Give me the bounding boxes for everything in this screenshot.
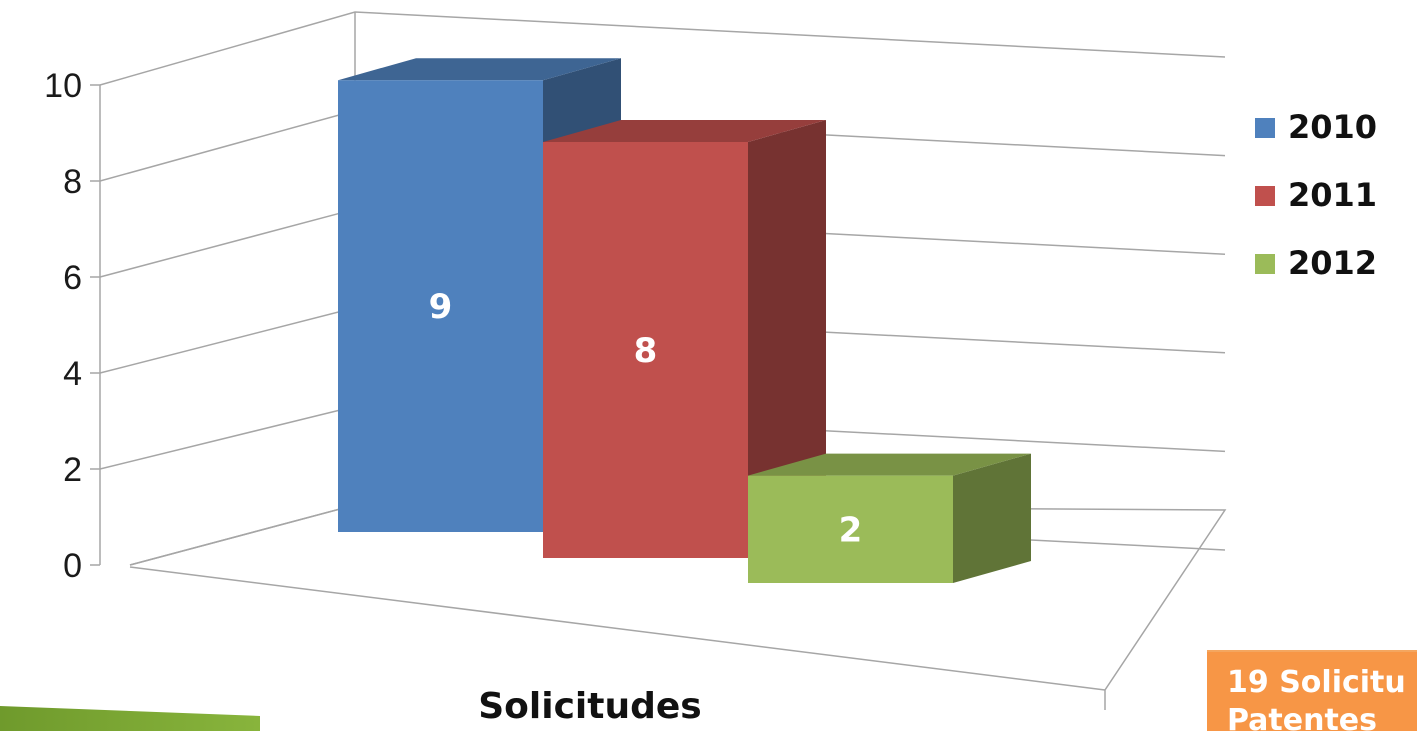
legend-item-2010: 2010 (1255, 108, 1377, 146)
summary-callout: 19 Solicitu Patentes (1207, 650, 1417, 731)
y-tick-label: 0 (63, 547, 82, 585)
callout-line-2: Patentes (1227, 703, 1378, 731)
legend-swatch (1255, 186, 1275, 206)
bars (338, 58, 1031, 583)
y-tick-label: 6 (63, 259, 82, 297)
gridline (99, 11, 1226, 86)
data-label: 2 (839, 510, 863, 550)
bar-front (543, 142, 748, 558)
y-tick-label: 8 (63, 163, 82, 201)
data-label: 8 (634, 331, 658, 371)
legend-swatch (1255, 254, 1275, 274)
bar-top (338, 58, 621, 81)
callout-line-1: 19 Solicitu (1227, 665, 1406, 700)
bar-2012 (748, 453, 1031, 583)
legend-swatch (1255, 118, 1275, 138)
y-tick-label: 4 (63, 355, 82, 393)
legend-label: 2010 (1288, 108, 1377, 146)
y-tick-label: 10 (44, 67, 82, 105)
y-tick-label: 2 (63, 451, 82, 489)
bar-top (543, 120, 826, 142)
bar-side (953, 453, 1031, 583)
legend-item-2011: 2011 (1255, 176, 1377, 214)
bar-front (338, 80, 543, 532)
legend: 2010 2011 2012 (1255, 108, 1377, 282)
bar-side (748, 120, 826, 558)
data-label: 9 (429, 287, 453, 327)
data-labels: 9 8 2 (429, 287, 863, 550)
x-axis-label: Solicitudes (478, 686, 701, 727)
legend-label: 2011 (1288, 176, 1377, 214)
floor-front-edge (129, 566, 1106, 691)
legend-label: 2012 (1288, 244, 1377, 282)
y-axis-ticks: 0 2 4 6 8 10 (44, 67, 82, 585)
legend-item-2012: 2012 (1255, 244, 1377, 282)
bar-front (748, 475, 953, 583)
bar-top (748, 453, 1031, 476)
bar-2011 (543, 120, 826, 558)
callout-box: 19 Solicitu Patentes (1207, 650, 1417, 731)
